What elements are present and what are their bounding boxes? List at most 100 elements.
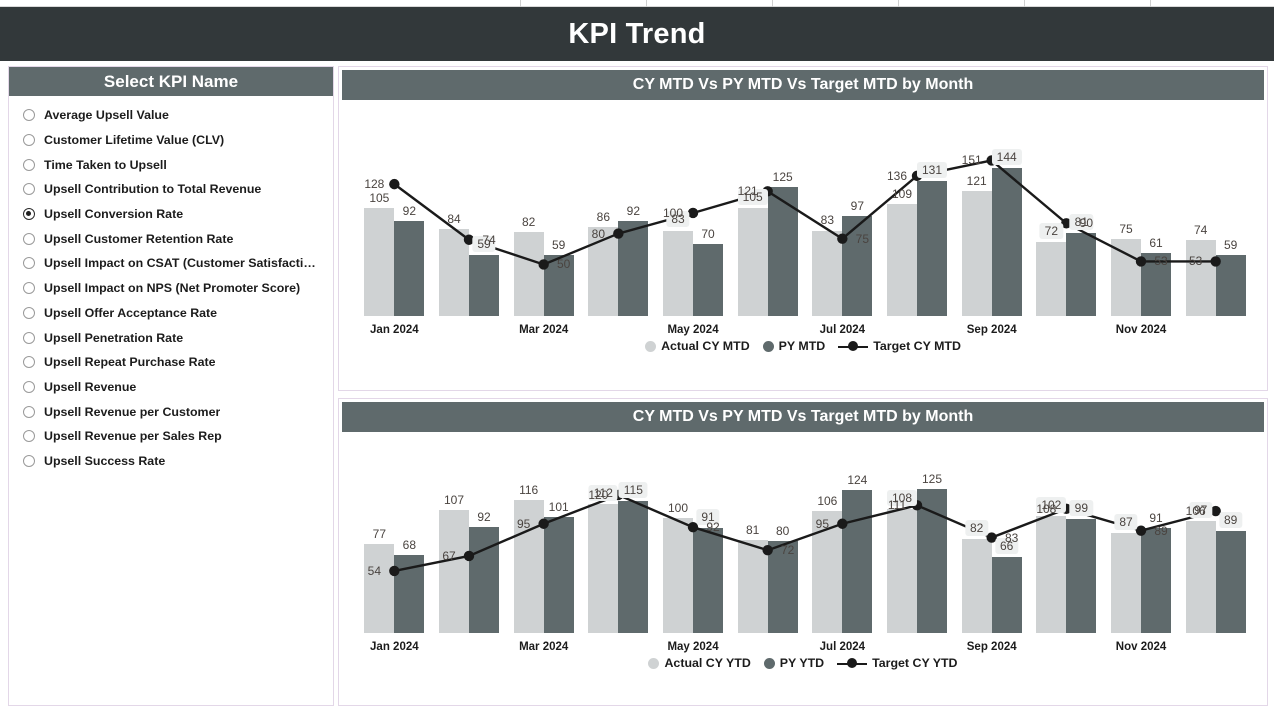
bar-group[interactable] bbox=[730, 146, 805, 316]
bar-actual[interactable] bbox=[364, 207, 395, 316]
radio-selected-icon[interactable] bbox=[23, 208, 35, 221]
kpi-radio-item[interactable]: Upsell Customer Retention Rate bbox=[9, 226, 333, 251]
bar-actual[interactable] bbox=[513, 231, 544, 316]
kpi-radio-item[interactable]: Upsell Conversion Rate bbox=[9, 202, 333, 227]
bar-py[interactable] bbox=[693, 528, 724, 633]
bar-actual[interactable] bbox=[1185, 239, 1216, 316]
kpi-radio-item[interactable]: Time Taken to Upsell bbox=[9, 152, 333, 177]
bar-actual[interactable] bbox=[439, 509, 469, 633]
bar-py[interactable] bbox=[469, 255, 499, 316]
target-marker[interactable] bbox=[389, 565, 400, 577]
bar-group[interactable] bbox=[357, 146, 432, 316]
bar-group[interactable] bbox=[1029, 146, 1104, 316]
radio-unselected-icon[interactable] bbox=[23, 109, 35, 122]
bar-py[interactable] bbox=[1215, 530, 1246, 633]
kpi-radio-item[interactable]: Upsell Impact on NPS (Net Promoter Score… bbox=[9, 276, 333, 301]
bar-actual[interactable] bbox=[1185, 521, 1216, 633]
target-marker[interactable] bbox=[687, 522, 699, 533]
kpi-radio-item[interactable]: Upsell Penetration Rate bbox=[9, 325, 333, 350]
bar-group[interactable] bbox=[954, 146, 1029, 316]
target-marker[interactable] bbox=[538, 518, 549, 529]
bar-group[interactable] bbox=[581, 472, 656, 633]
bar-group[interactable] bbox=[1178, 146, 1253, 316]
bar-actual[interactable] bbox=[1036, 515, 1067, 633]
kpi-radio-item[interactable]: Upsell Success Rate bbox=[9, 449, 333, 474]
bar-py[interactable] bbox=[618, 221, 649, 316]
bar-py[interactable] bbox=[767, 187, 798, 316]
bar-group[interactable] bbox=[805, 146, 880, 316]
bar-group[interactable] bbox=[880, 472, 955, 633]
bar-actual[interactable] bbox=[588, 504, 619, 633]
bar-py[interactable] bbox=[543, 516, 574, 633]
bar-group[interactable] bbox=[1104, 472, 1179, 633]
bar-py[interactable] bbox=[1066, 519, 1097, 633]
target-marker[interactable] bbox=[837, 233, 848, 244]
bar-group[interactable] bbox=[1029, 472, 1104, 633]
radio-unselected-icon[interactable] bbox=[23, 158, 35, 171]
target-marker[interactable] bbox=[1061, 218, 1072, 229]
legend-item[interactable]: Actual CY YTD bbox=[648, 656, 751, 670]
bar-py[interactable] bbox=[1141, 528, 1172, 633]
bar-py[interactable] bbox=[767, 541, 798, 633]
target-marker[interactable] bbox=[1210, 505, 1221, 517]
legend-item[interactable]: PY YTD bbox=[763, 656, 824, 670]
bar-py[interactable] bbox=[394, 221, 425, 316]
bar-actual[interactable] bbox=[663, 230, 694, 316]
target-marker[interactable] bbox=[463, 234, 475, 245]
target-marker[interactable] bbox=[1135, 525, 1147, 536]
bar-actual[interactable] bbox=[812, 230, 843, 316]
radio-unselected-icon[interactable] bbox=[23, 380, 35, 393]
bar-py[interactable] bbox=[917, 181, 948, 316]
kpi-radio-item[interactable]: Customer Lifetime Value (CLV) bbox=[9, 128, 333, 153]
bar-group[interactable] bbox=[880, 146, 955, 316]
bar-actual[interactable] bbox=[1111, 238, 1142, 316]
legend-item[interactable]: PY MTD bbox=[762, 339, 825, 353]
bar-actual[interactable] bbox=[1036, 241, 1067, 316]
radio-unselected-icon[interactable] bbox=[23, 306, 35, 319]
target-marker[interactable] bbox=[762, 545, 773, 556]
kpi-radio-item[interactable]: Upsell Offer Acceptance Rate bbox=[9, 301, 333, 326]
bar-group[interactable] bbox=[506, 146, 581, 316]
bar-group[interactable] bbox=[357, 472, 432, 633]
kpi-radio-item[interactable]: Average Upsell Value bbox=[9, 103, 333, 128]
bar-actual[interactable] bbox=[364, 544, 395, 633]
bar-py[interactable] bbox=[693, 243, 724, 316]
radio-unselected-icon[interactable] bbox=[23, 134, 35, 147]
kpi-radio-item[interactable]: Upsell Revenue per Sales Rep bbox=[9, 424, 333, 449]
bar-actual[interactable] bbox=[887, 508, 918, 633]
target-marker[interactable] bbox=[1210, 256, 1221, 267]
bar-py[interactable] bbox=[917, 489, 948, 633]
target-marker[interactable] bbox=[687, 207, 699, 219]
bar-py[interactable] bbox=[1215, 255, 1246, 316]
radio-unselected-icon[interactable] bbox=[23, 232, 35, 245]
radio-unselected-icon[interactable] bbox=[23, 405, 35, 418]
target-marker[interactable] bbox=[389, 178, 400, 190]
target-marker[interactable] bbox=[837, 518, 848, 529]
kpi-radio-item[interactable]: Upsell Contribution to Total Revenue bbox=[9, 177, 333, 202]
target-marker[interactable] bbox=[613, 228, 624, 239]
legend-item[interactable]: Target CY YTD bbox=[837, 656, 958, 670]
bar-group[interactable] bbox=[656, 472, 731, 633]
bar-actual[interactable] bbox=[663, 518, 694, 633]
radio-unselected-icon[interactable] bbox=[23, 356, 35, 369]
bar-py[interactable] bbox=[618, 500, 649, 633]
kpi-radio-item[interactable]: Upsell Revenue per Customer bbox=[9, 399, 333, 424]
target-marker[interactable] bbox=[986, 532, 997, 543]
bar-py[interactable] bbox=[991, 167, 1022, 316]
bar-group[interactable] bbox=[1178, 472, 1253, 633]
legend-item[interactable]: Actual CY MTD bbox=[645, 339, 750, 353]
kpi-radio-item[interactable]: Upsell Repeat Purchase Rate bbox=[9, 350, 333, 375]
bar-group[interactable] bbox=[432, 472, 507, 633]
bar-actual[interactable] bbox=[439, 229, 469, 316]
bar-group[interactable] bbox=[954, 472, 1029, 633]
target-marker[interactable] bbox=[538, 259, 549, 270]
target-marker[interactable] bbox=[1135, 256, 1147, 267]
bar-actual[interactable] bbox=[737, 539, 768, 633]
bar-group[interactable] bbox=[1104, 146, 1179, 316]
bar-actual[interactable] bbox=[887, 203, 918, 316]
target-marker[interactable] bbox=[463, 550, 475, 562]
bar-py[interactable] bbox=[1066, 232, 1097, 316]
bar-actual[interactable] bbox=[1111, 532, 1142, 633]
bar-group[interactable] bbox=[432, 146, 507, 316]
radio-unselected-icon[interactable] bbox=[23, 282, 35, 295]
